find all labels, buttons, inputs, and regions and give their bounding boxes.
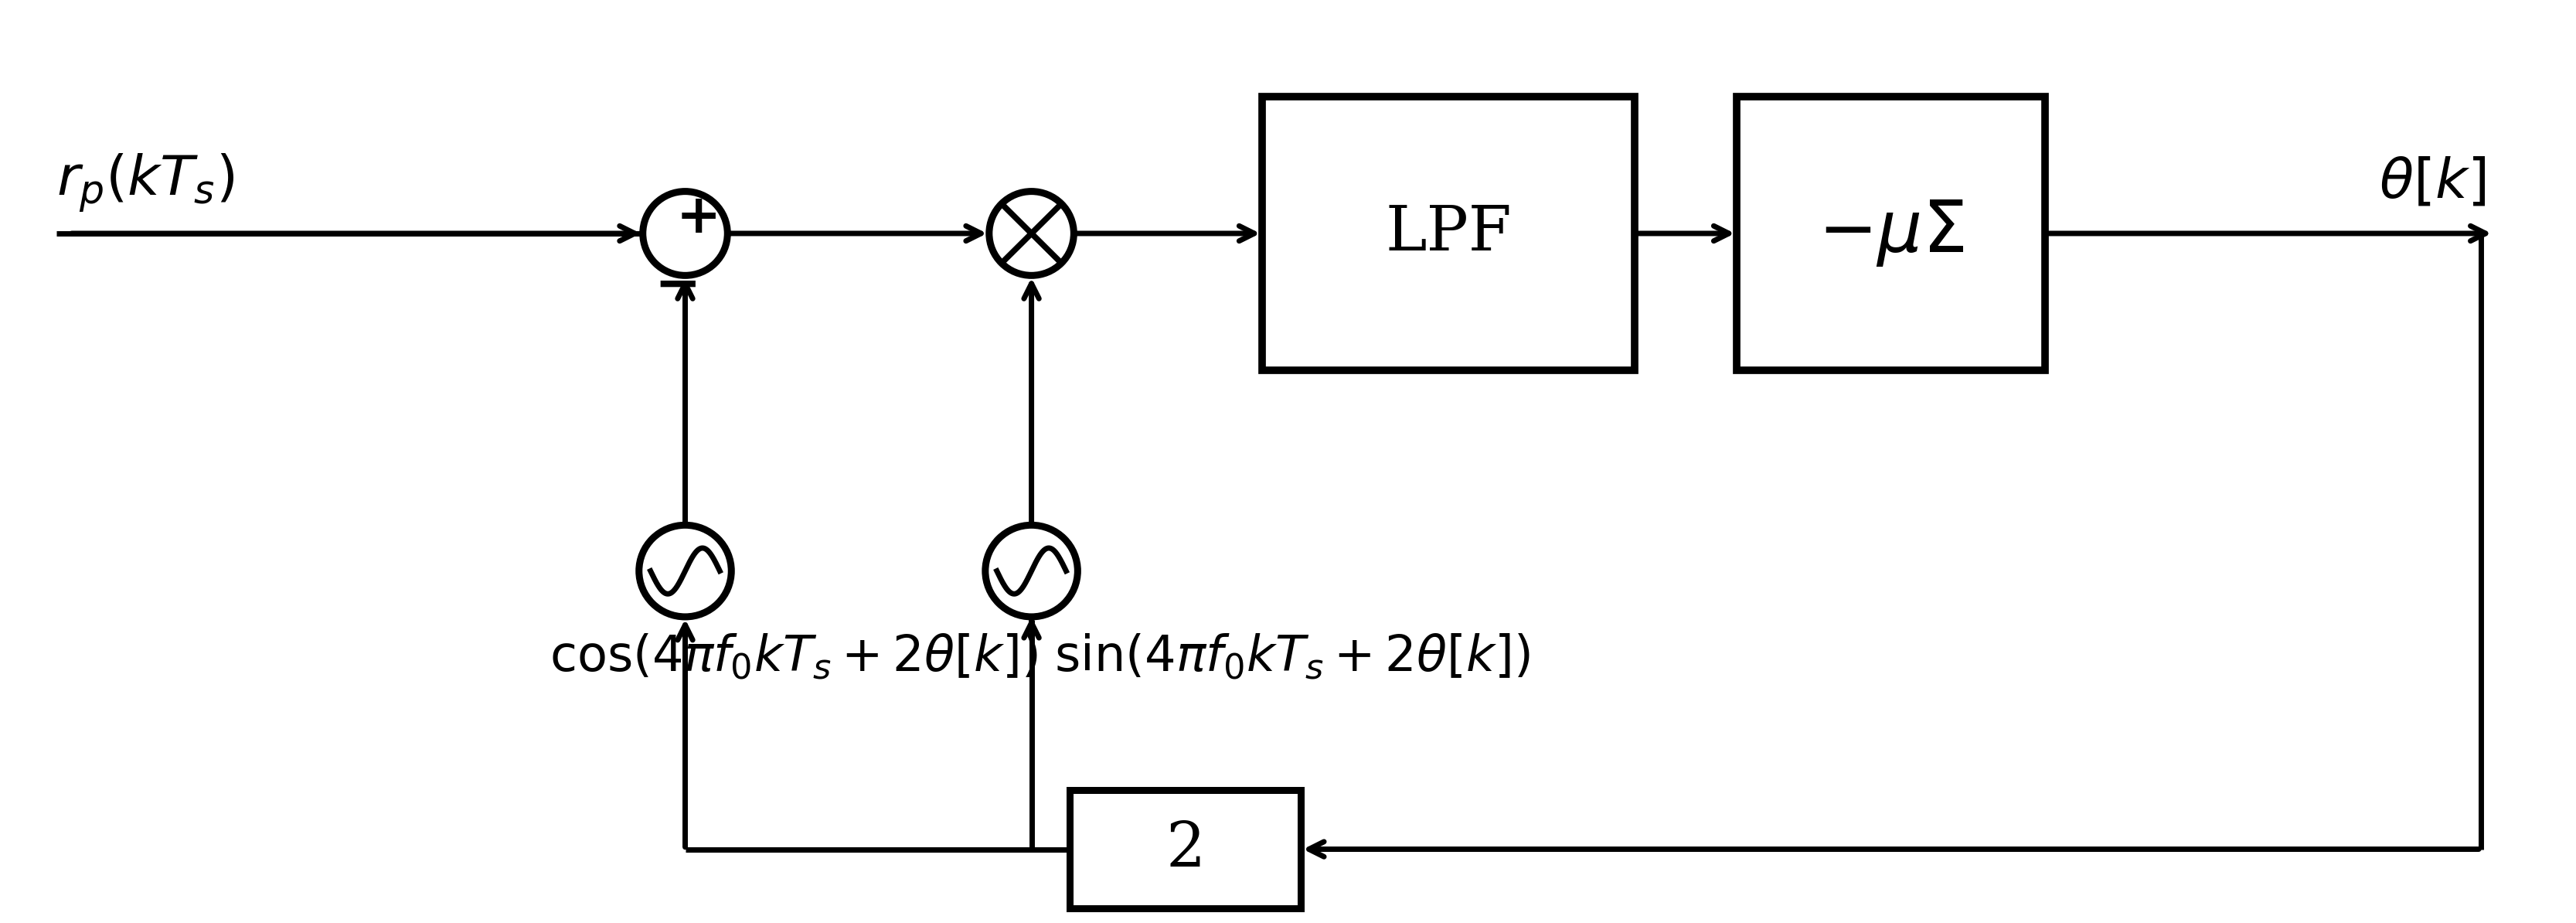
Text: −: − bbox=[654, 259, 701, 313]
Text: $\cos(4\pi f_0 kT_s + 2\theta[k])$: $\cos(4\pi f_0 kT_s + 2\theta[k])$ bbox=[549, 632, 1038, 681]
FancyBboxPatch shape bbox=[1736, 97, 2045, 370]
Text: $-\mu\Sigma$: $-\mu\Sigma$ bbox=[1819, 198, 1963, 269]
Text: +: + bbox=[675, 192, 721, 244]
FancyBboxPatch shape bbox=[1262, 97, 1633, 370]
FancyBboxPatch shape bbox=[1069, 790, 1301, 908]
Text: $\theta[k]$: $\theta[k]$ bbox=[2380, 154, 2486, 210]
Text: LPF: LPF bbox=[1386, 203, 1512, 264]
Text: 2: 2 bbox=[1164, 819, 1206, 880]
Text: $\sin(4\pi f_0 kT_s + 2\theta[k])$: $\sin(4\pi f_0 kT_s + 2\theta[k])$ bbox=[1054, 632, 1530, 681]
Text: $r_p(kT_s)$: $r_p(kT_s)$ bbox=[57, 152, 234, 215]
